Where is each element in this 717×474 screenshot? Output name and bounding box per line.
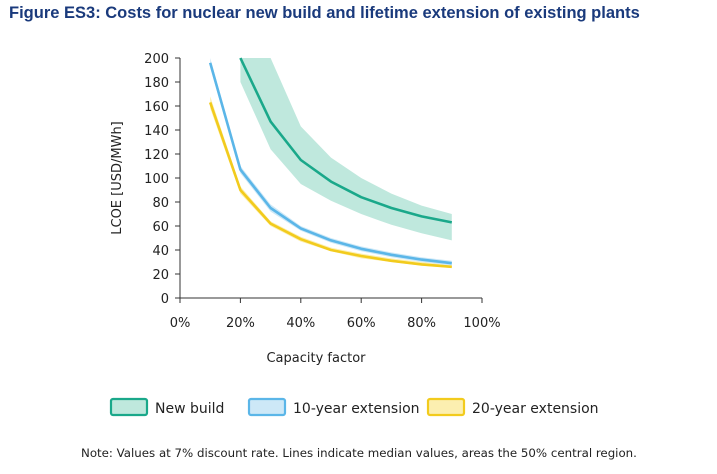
- x-tick-label: 60%: [347, 316, 376, 331]
- x-tick-label: 20%: [226, 316, 255, 331]
- x-tick-label: 100%: [463, 316, 500, 331]
- band-3: [210, 96, 452, 269]
- band-1: [240, 58, 452, 241]
- x-tick-label: 40%: [286, 316, 315, 331]
- y-tick-label: 200: [144, 52, 169, 67]
- legend: New build 10-year extension 20-year extens…: [109, 397, 599, 417]
- x-axis-label: Capacity factor: [266, 351, 366, 366]
- chart: 0 20 40 60 80 100 120 140 160 180 200 0% 20% 40% 60% 80…: [109, 52, 599, 417]
- legend-swatch-2: [247, 397, 287, 417]
- legend-swatch-1: [109, 397, 149, 417]
- y-axis-label: LCOE [USD/MWh]: [110, 121, 125, 235]
- y-tick-label: 80: [152, 196, 169, 211]
- median-line-3: [208, 101, 452, 269]
- y-tick-label: 0: [161, 292, 169, 307]
- y-tick-label: 180: [144, 76, 169, 91]
- x-tick-label: 0%: [170, 316, 191, 331]
- legend-swatch-3: [426, 397, 466, 417]
- y-tick-label: 40: [152, 244, 169, 259]
- y-tick-label: 140: [144, 124, 169, 139]
- legend-label-1: New build: [155, 401, 224, 417]
- legend-label-2: 10-year extension: [293, 401, 420, 417]
- median-line-1: [239, 57, 453, 224]
- y-tick-label: 100: [144, 172, 169, 187]
- legend-label-3: 20-year extension: [472, 401, 599, 417]
- chart-note: Note: Values at 7% discount rate. Lines …: [81, 446, 637, 460]
- median-line-2: [208, 62, 452, 265]
- y-tick-label: 20: [152, 268, 169, 283]
- x-tick-label: 80%: [407, 316, 436, 331]
- y-tick-label: 160: [144, 100, 169, 115]
- y-tick-label: 60: [152, 220, 169, 235]
- chart-title: Figure ES3: Costs for nuclear new build …: [9, 4, 640, 22]
- y-tick-label: 120: [144, 148, 169, 163]
